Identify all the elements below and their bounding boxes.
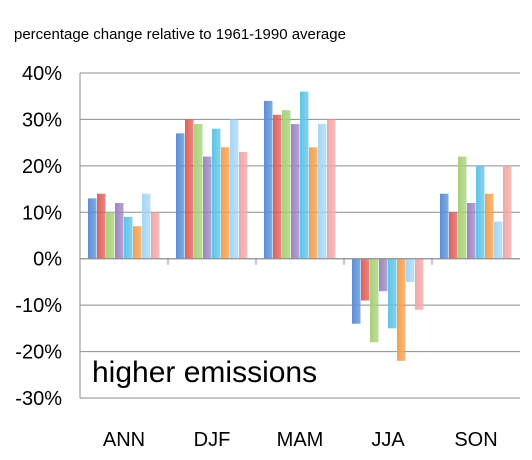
bar-djf-3 [194,124,203,259]
bar-ann-3 [106,212,115,259]
x-tick-label: MAM [277,429,324,451]
bar-son-4 [467,203,476,259]
bar-mam-5 [300,91,309,259]
x-tick-label: SON [454,429,497,451]
bar-ann-4 [115,203,124,259]
bar-ann-7 [142,193,151,259]
bars [88,91,512,361]
y-tick-label: 0% [33,249,62,271]
bar-mam-6 [309,147,318,259]
chart-subtitle: percentage change relative to 1961-1990 … [14,26,346,43]
bar-son-8 [503,165,512,259]
bar-son-7 [494,221,503,259]
bar-son-3 [458,156,467,259]
bar-ann-5 [124,216,133,259]
scenario-annotation: higher emissions [92,356,318,389]
bar-ann-8 [151,212,160,259]
bar-jja-7 [406,258,415,282]
y-tick-label: 20% [22,156,62,178]
bar-jja-1 [352,258,361,324]
bar-djf-2 [185,119,194,259]
x-tick-label: JJA [371,429,405,451]
axes [79,73,520,398]
bar-mam-8 [327,119,336,259]
x-tick-labels: ANN DJF MAM JJA SON [103,429,498,451]
bar-ann-2 [97,193,106,259]
bar-mam-4 [291,124,300,259]
bar-son-6 [485,193,494,259]
bar-jja-3 [370,258,379,343]
bar-jja-2 [361,258,370,301]
bar-son-2 [449,212,458,259]
y-tick-label: -20% [15,342,62,364]
y-tick-label: 40% [22,63,62,85]
bar-son-5 [476,165,485,259]
bar-jja-5 [388,258,397,329]
x-tick-label: DJF [194,429,231,451]
y-tick-label: -10% [15,295,62,317]
bar-ann-6 [133,226,142,259]
bar-djf-6 [221,147,230,259]
bar-djf-5 [212,128,221,259]
bar-jja-6 [397,258,406,361]
y-tick-label: 10% [22,202,62,224]
bar-djf-4 [203,156,212,259]
bar-jja-8 [415,258,424,310]
y-tick-label: -30% [15,388,62,410]
bar-djf-1 [176,133,185,259]
y-tick-label: 30% [22,109,62,131]
bar-mam-7 [318,124,327,259]
y-tick-labels: 40% 30% 20% 10% 0% -10% -20% -30% [15,63,62,410]
bar-mam-2 [273,114,282,259]
bar-djf-8 [239,151,248,259]
x-tick-label: ANN [103,429,145,451]
bar-djf-7 [230,119,239,259]
bar-ann-1 [88,198,97,259]
bar-mam-3 [282,110,291,259]
bar-mam-1 [264,100,273,259]
bar-son-1 [440,193,449,259]
bar-jja-4 [379,258,388,292]
